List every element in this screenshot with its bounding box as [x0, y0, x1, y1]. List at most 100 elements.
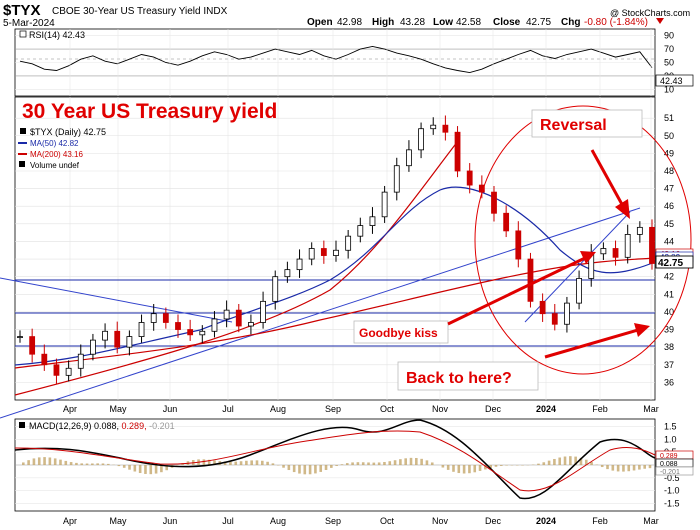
candle-body [223, 309, 230, 320]
macd-hist-bar [261, 460, 264, 465]
candle-body [564, 302, 570, 325]
macd-hist-bar [643, 465, 646, 469]
candle-body [199, 330, 206, 336]
macd-hist-bar [356, 462, 360, 465]
macd-hist-bar [138, 465, 142, 474]
macd-hist-bar [319, 465, 323, 472]
back-text: Back to here? [406, 370, 512, 387]
month-label: Mar [643, 404, 659, 414]
macd-hist-bar [160, 465, 163, 473]
macd-hist-bar [213, 460, 216, 465]
candle-body [600, 248, 607, 255]
chart-title: 30 Year US Treasury yield [22, 100, 277, 123]
macd-hist-bar [420, 458, 423, 465]
month-axis-bottom: Apr May Jun Jul Aug Sep Oct Nov Dec 2024 Feb Mar [63, 516, 659, 526]
rsi-legend-swatch [19, 30, 27, 38]
month-label: Dec [485, 516, 502, 526]
candle-body [65, 367, 72, 376]
price-tick-label: 42 [664, 272, 674, 282]
macd-hist-bar [282, 465, 285, 468]
candle-body [576, 278, 582, 304]
macd-hist-bar [409, 457, 413, 465]
candle-body [320, 248, 327, 256]
down-arrow-icon [656, 18, 664, 24]
ma200-legend: MA(200) 43.16 [30, 150, 83, 159]
macd-legend-swatch [19, 422, 25, 428]
candle-body [466, 170, 473, 186]
macd-hist-bar [584, 459, 588, 465]
low-label: Low [433, 17, 453, 28]
macd-hist-bar [611, 465, 615, 471]
candle-body [77, 353, 84, 369]
candle-body [272, 276, 279, 302]
macd-hist-bar [473, 465, 477, 473]
month-label: Aug [270, 404, 286, 414]
macd-hist-bar [154, 465, 158, 474]
macd-hist-bar [122, 465, 126, 468]
candle-body [381, 191, 388, 218]
candle-body [284, 269, 291, 278]
downtrend-line [0, 277, 233, 323]
ma200-line [14, 257, 656, 369]
macd-histogram [22, 456, 652, 475]
candlesticks [17, 115, 655, 384]
candle-body [491, 191, 497, 214]
back-arrow-icon [544, 328, 639, 359]
candle-body [539, 300, 546, 315]
macd-hist-bar [37, 457, 41, 465]
macd-hist-bar [292, 465, 296, 473]
price-tick-label: 47 [664, 184, 674, 194]
price-tick-label: 41 [664, 289, 674, 299]
ma50-line [14, 186, 656, 366]
rsi-tick-label: 90 [664, 31, 674, 41]
month-axis-top: Apr May Jun Jul Aug Sep Oct Nov Dec 2024 Feb Mar [63, 404, 659, 414]
macd-hist-bar [367, 462, 370, 465]
candle-body [53, 364, 60, 376]
candle-body [406, 149, 412, 167]
macd-hist-badge [655, 466, 694, 476]
macd-hist-bar [345, 463, 349, 465]
macd-hist-bar [632, 465, 636, 471]
candle-body [515, 230, 522, 260]
month-label: Aug [270, 516, 286, 526]
volume-legend-swatch [19, 161, 25, 167]
macd-hist-bar [638, 465, 641, 470]
macd-hist-bar [106, 463, 110, 465]
candle-body [90, 339, 96, 355]
macd-hist-bar [324, 465, 328, 470]
month-label: Oct [380, 516, 395, 526]
macd-hist-bar [484, 465, 487, 470]
macd-hist-bar [404, 458, 407, 465]
candle-body [527, 258, 534, 302]
rsi-tick-label: 70 [664, 44, 674, 54]
rsi-value-badge-text: 42.43 [660, 76, 683, 86]
goodbye-arrow-icon [447, 256, 586, 326]
candle-body [624, 234, 631, 258]
candle-body [29, 336, 36, 355]
goodbye-box [353, 320, 449, 344]
reversal-text: Reversal [540, 117, 607, 134]
macd-hist-bar [622, 465, 625, 472]
close-label: Close [493, 17, 521, 28]
macd-hist-bar [64, 460, 68, 465]
candle-body [296, 258, 303, 271]
month-label: May [109, 516, 127, 526]
month-label: Jun [163, 404, 178, 414]
macd-hist-bar [563, 456, 567, 465]
candle-body [612, 248, 619, 258]
macd-hist-bar [308, 465, 312, 475]
macd-hist-bar [462, 465, 466, 474]
macd-hist-bar [452, 465, 455, 472]
macd-hist-bar [499, 465, 503, 466]
macd-hist-bar [489, 465, 492, 468]
month-label: Feb [592, 516, 608, 526]
macd-hist-bar [340, 464, 344, 465]
macd-hist-bar [388, 461, 392, 465]
reversal-arrow-icon [590, 149, 626, 209]
macd-hist-bar [383, 462, 386, 465]
macd-hist-bar [627, 465, 631, 472]
rsi-line [19, 45, 653, 74]
macd-hist-bar [223, 461, 227, 465]
back-arrowhead-icon [634, 323, 650, 337]
ticker-description: CBOE 30-Year US Treasury Yield INDX [52, 6, 228, 17]
